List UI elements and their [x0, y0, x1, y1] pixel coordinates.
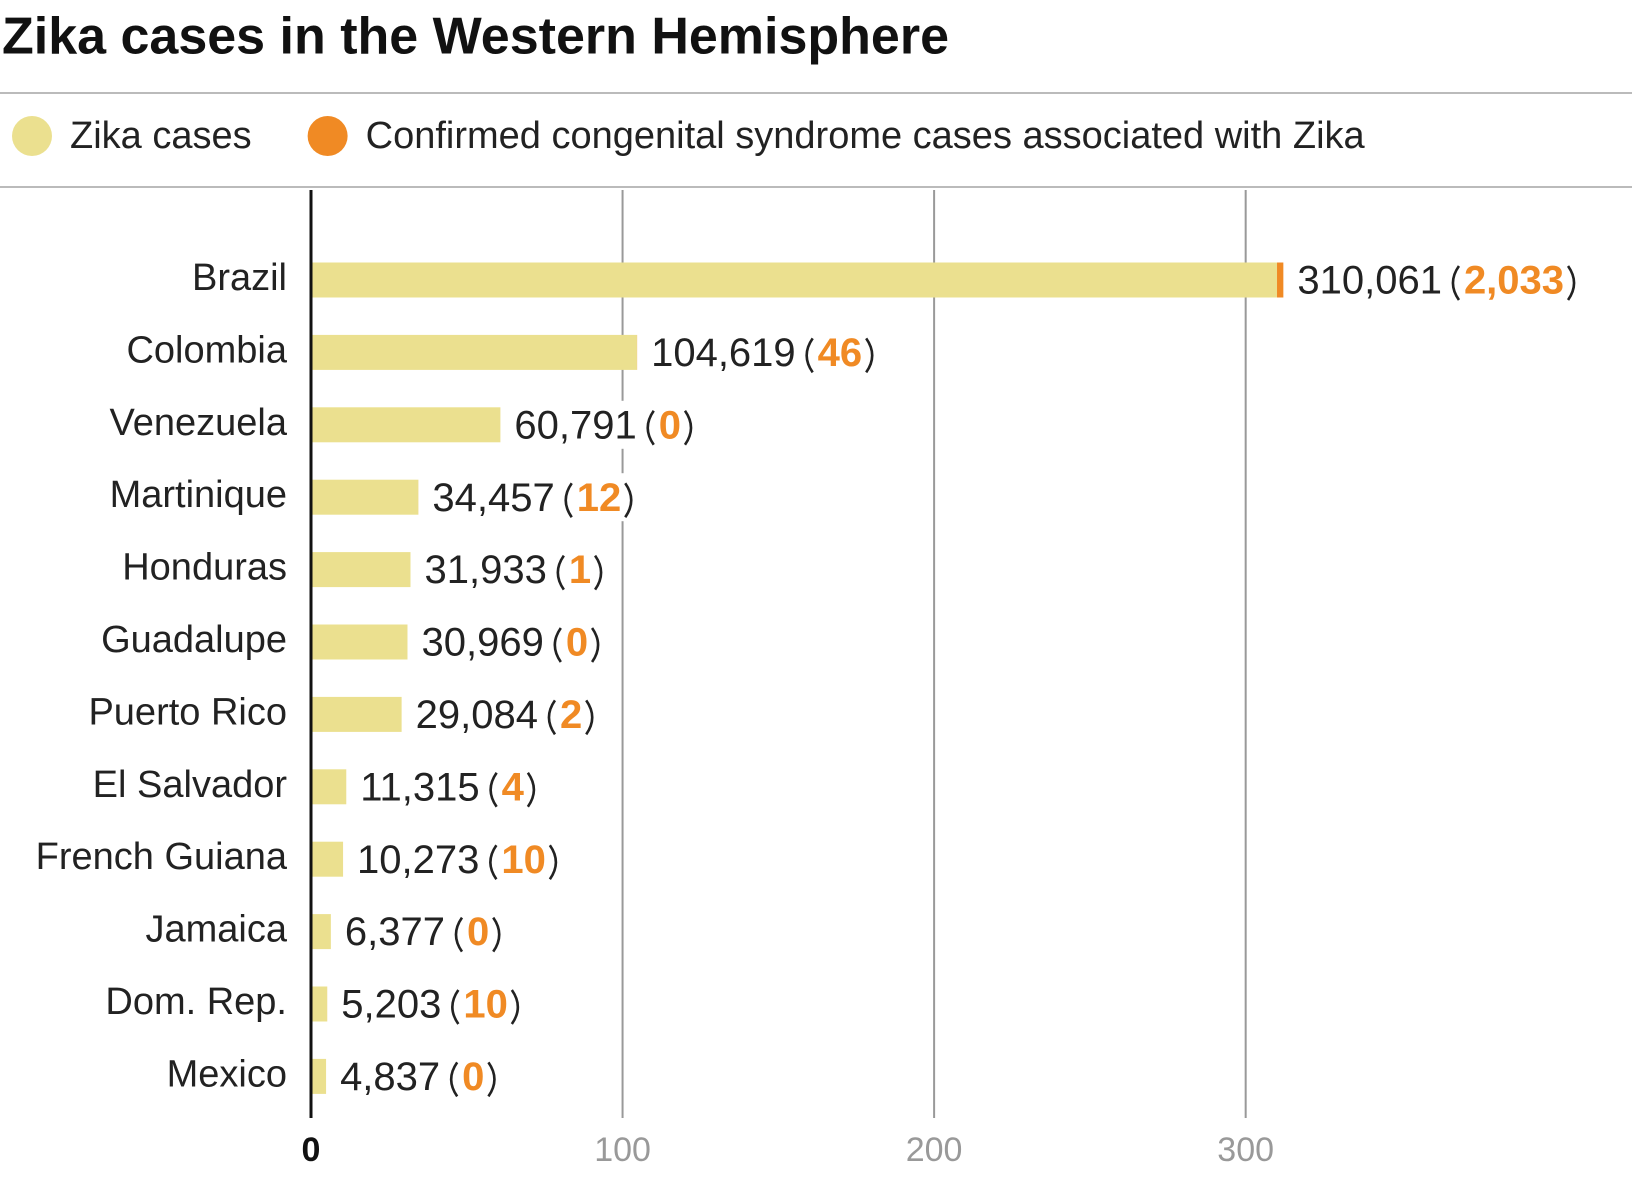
- paren: [449, 1061, 459, 1098]
- value-label: 60,791: [514, 403, 636, 447]
- paren: [547, 699, 557, 736]
- value-label: 0: [566, 621, 588, 665]
- label-bg: [417, 618, 609, 666]
- paren: [454, 916, 464, 953]
- paren: [1566, 265, 1576, 301]
- label-bg: [428, 473, 642, 522]
- bar: [311, 334, 637, 370]
- category-label: Venezuela: [110, 402, 288, 444]
- value-label: 31,933: [424, 548, 546, 592]
- bar: [311, 914, 331, 950]
- value-label: 310,061: [1297, 259, 1442, 303]
- paren: [553, 627, 562, 663]
- bar: [1277, 262, 1284, 298]
- paren: [489, 772, 498, 808]
- category-label: El Salvador: [93, 764, 288, 806]
- category-label: French Guiana: [36, 836, 288, 878]
- paren: [510, 989, 520, 1025]
- bar: [311, 696, 402, 732]
- value-label: 12: [577, 476, 622, 520]
- value-label: 34,457: [432, 476, 554, 520]
- value-label: 10,273: [357, 838, 479, 882]
- paren: [585, 699, 594, 736]
- legend-label: Confirmed congenital syndrome cases asso…: [366, 115, 1366, 157]
- paren: [590, 627, 600, 663]
- label-bg: [510, 400, 701, 449]
- x-tick-label: 0: [302, 1131, 321, 1169]
- bar: [311, 407, 501, 443]
- value-label: 46: [818, 331, 863, 375]
- x-tick-label: 200: [906, 1131, 963, 1169]
- paren: [624, 482, 633, 518]
- bar: [311, 479, 419, 515]
- label-bg: [336, 1052, 505, 1101]
- bar: [311, 552, 411, 588]
- x-tick-label: 300: [1217, 1131, 1274, 1169]
- legend-swatch: [12, 116, 52, 156]
- value-label: 4,837: [340, 1055, 440, 1099]
- label-bg: [1293, 256, 1585, 304]
- label-bg: [340, 907, 510, 956]
- paren: [556, 554, 565, 591]
- paren: [1451, 265, 1461, 301]
- value-label: 29,084: [416, 693, 538, 737]
- category-label: Mexico: [167, 1053, 287, 1095]
- paren: [683, 410, 693, 446]
- label-bg: [337, 980, 528, 1028]
- paren: [548, 844, 558, 880]
- value-label: 30,969: [421, 621, 543, 665]
- bar: [311, 769, 347, 805]
- value-label: 2,033: [1464, 259, 1564, 303]
- category-label: Brazil: [192, 257, 287, 299]
- bar: [311, 1058, 327, 1094]
- value-label: 11,315: [360, 765, 479, 809]
- paren: [594, 554, 603, 591]
- paren: [451, 989, 460, 1025]
- paren: [646, 410, 655, 446]
- label-bg: [353, 835, 566, 884]
- category-label: Guadalupe: [101, 619, 287, 661]
- bar: [311, 262, 1278, 298]
- value-label: 0: [462, 1055, 484, 1099]
- value-label: 1: [569, 548, 591, 592]
- label-bg: [411, 690, 603, 739]
- value-label: 10: [501, 838, 546, 882]
- value-label: 6,377: [345, 910, 445, 954]
- category-label: Colombia: [126, 329, 287, 371]
- paren: [526, 772, 536, 808]
- category-label: Dom. Rep.: [105, 981, 287, 1023]
- label-bg: [647, 328, 883, 377]
- legend-swatch: [307, 116, 348, 156]
- paren: [564, 482, 573, 518]
- paren: [805, 337, 814, 374]
- value-label: 10: [463, 983, 508, 1027]
- bar: [311, 841, 344, 877]
- paren: [865, 337, 874, 374]
- value-label: 4: [502, 765, 525, 809]
- value-label: 104,619: [651, 331, 796, 375]
- paren: [487, 1061, 496, 1098]
- category-label: Honduras: [122, 547, 287, 589]
- chart-title: Zika cases in the Western Hemisphere: [2, 8, 949, 66]
- category-label: Martinique: [110, 474, 287, 516]
- label-bg: [356, 762, 544, 811]
- bar: [311, 986, 328, 1022]
- paren: [489, 844, 498, 880]
- legend-label: Zika cases: [70, 115, 252, 157]
- category-label: Jamaica: [146, 909, 288, 951]
- value-label: 2: [560, 693, 582, 737]
- label-bg: [420, 545, 612, 594]
- category-label: Puerto Rico: [88, 691, 287, 733]
- bar: [311, 624, 408, 660]
- value-label: 0: [467, 910, 489, 954]
- paren: [492, 916, 501, 953]
- x-tick-label: 100: [594, 1131, 651, 1169]
- value-label: 5,203: [341, 983, 441, 1027]
- value-label: 0: [659, 403, 681, 447]
